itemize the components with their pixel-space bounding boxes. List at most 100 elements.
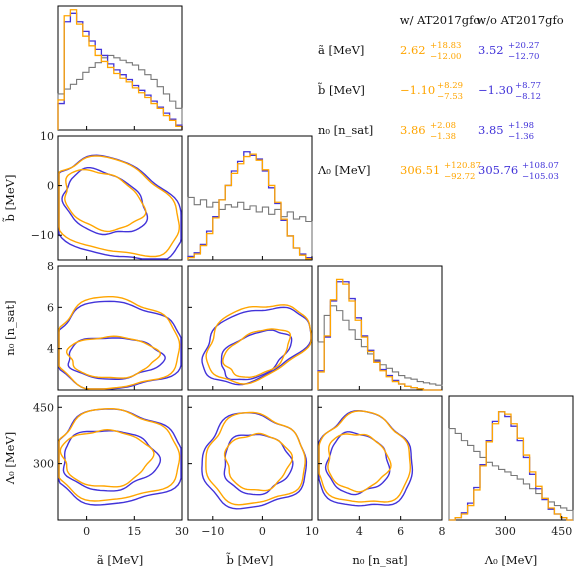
contour-with-a-n0-1 <box>58 296 181 390</box>
contour-with-n0-L0-1 <box>318 410 412 503</box>
ytick-label-3-0: 300 <box>33 458 54 471</box>
table-header-without: w/o AT2017gfo <box>476 13 564 27</box>
table-minus-without-0: −12.70 <box>508 52 539 62</box>
hist-panel-a <box>57 5 183 131</box>
xtick-label-0-0: 0 <box>83 525 90 538</box>
contour-with-b-n0-1 <box>205 304 312 385</box>
contour-frame-a-b <box>57 135 183 261</box>
contour-with-a-L0-0 <box>59 428 155 488</box>
contour-without-n0-L0-0 <box>324 431 391 496</box>
table-minus-with-1: −7.53 <box>437 92 463 102</box>
ylabel-n0: n₀ [n_sat] <box>3 300 17 355</box>
contour-without-n0-L0-1 <box>318 409 414 507</box>
contour-frame-a-n0 <box>57 265 183 391</box>
xtick-label-1-1: 0 <box>259 525 266 538</box>
xlabel-n0: n₀ [n_sat] <box>352 553 407 567</box>
table-median-without-3: 305.76 <box>478 163 518 177</box>
contour-panel-b-n0 <box>187 265 313 391</box>
table-row-label-3: Λ₀ [MeV] <box>317 163 370 177</box>
contour-panel-a-L0 <box>57 395 183 521</box>
xlabel-L0: Λ₀ [MeV] <box>484 553 537 567</box>
table-median-with-3: 306.51 <box>400 163 440 177</box>
contour-with-n0-L0-0 <box>327 433 392 493</box>
xtick-label-1-0: −10 <box>201 525 224 538</box>
ytick-label-1-1: 0 <box>47 180 54 193</box>
table-median-without-0: 3.52 <box>478 43 504 57</box>
hist-prior-n0 <box>317 305 443 390</box>
hist-with-L0 <box>449 411 573 521</box>
hist-prior-b <box>187 196 313 260</box>
xtick-label-0-1: 15 <box>127 525 141 538</box>
table-plus-without-1: +8.77 <box>515 81 541 91</box>
xtick-label-2-0: 4 <box>356 525 363 538</box>
table-plus-with-2: +2.08 <box>430 121 456 131</box>
table-minus-without-1: −8.12 <box>515 92 541 102</box>
ytick-label-2-0: 4 <box>47 343 54 356</box>
contour-with-a-n0-0 <box>65 335 162 379</box>
contour-without-b-n0-0 <box>220 329 293 381</box>
table-row-label-0: ã [MeV] <box>318 43 364 57</box>
table-plus-with-0: +18.83 <box>430 41 461 51</box>
contour-with-b-L0-1 <box>205 411 306 506</box>
ylabel-L0: Λ₀ [MeV] <box>3 432 17 485</box>
xtick-label-0-2: 30 <box>175 525 189 538</box>
table-plus-without-3: +108.07 <box>522 161 559 171</box>
ytick-label-1-2: 10 <box>40 130 54 143</box>
table-median-with-2: 3.86 <box>400 123 426 137</box>
contour-panel-a-b <box>57 135 183 261</box>
contour-without-a-b-0 <box>61 167 149 236</box>
xtick-label-3-0: 300 <box>495 525 516 538</box>
table-median-without-2: 3.85 <box>478 123 504 137</box>
contour-without-b-n0-1 <box>201 306 312 386</box>
xtick-label-2-1: 6 <box>397 525 404 538</box>
table-plus-without-0: +20.27 <box>508 41 539 51</box>
table-row-label-2: n₀ [n_sat] <box>318 123 373 137</box>
xtick-label-2-2: 8 <box>439 525 446 538</box>
table-median-with-0: 2.62 <box>400 43 426 57</box>
ylabel-b: b̃ [MeV] <box>3 175 17 222</box>
contour-with-b-L0-0 <box>223 432 294 492</box>
table-row-label-1: b̃ [MeV] <box>318 83 365 97</box>
xtick-label-3-1: 450 <box>551 525 572 538</box>
xlabel-b: b̃ [MeV] <box>226 553 273 567</box>
table-median-without-1: −1.30 <box>478 83 513 97</box>
ytick-label-1-0: −10 <box>31 229 54 242</box>
hist-with-b <box>187 153 313 260</box>
contour-without-a-L0-0 <box>62 429 162 492</box>
xlabel-a: ã [MeV] <box>97 553 143 567</box>
hist-with-n0 <box>317 278 442 391</box>
hist-frame-a <box>57 5 183 131</box>
table-minus-with-2: −1.38 <box>430 132 456 142</box>
table-minus-without-3: −105.03 <box>522 172 559 182</box>
contour-with-a-b-1 <box>58 155 181 258</box>
hist-panel-b <box>187 135 313 261</box>
contour-panel-n0-L0 <box>317 395 443 521</box>
table-median-with-1: −1.10 <box>400 83 435 97</box>
ytick-label-3-1: 450 <box>33 401 54 414</box>
contour-frame-n0-L0 <box>317 395 443 521</box>
table-minus-with-3: −92.72 <box>444 172 475 182</box>
contour-frame-b-n0 <box>187 265 313 391</box>
table-plus-with-3: +120.87 <box>444 161 481 171</box>
table-minus-without-2: −1.36 <box>508 132 534 142</box>
ytick-label-2-2: 8 <box>47 260 54 273</box>
table-plus-with-1: +8.29 <box>437 81 463 91</box>
table-header-with: w/ AT2017gfo <box>400 13 481 27</box>
hist-panel-L0 <box>448 395 574 521</box>
contour-with-a-L0-1 <box>58 408 181 502</box>
hist-prior-L0 <box>448 428 574 520</box>
contour-panel-a-n0 <box>57 265 183 391</box>
ytick-label-2-1: 6 <box>47 301 54 314</box>
contour-with-a-b-0 <box>64 168 147 233</box>
hist-panel-n0 <box>317 265 443 391</box>
contour-panel-b-L0 <box>187 395 313 521</box>
hist-with-a <box>57 9 183 130</box>
table-plus-without-2: +1.98 <box>508 121 534 131</box>
contour-frame-b-L0 <box>187 395 313 521</box>
contour-with-b-n0-0 <box>222 328 292 379</box>
xtick-label-1-2: 10 <box>305 525 319 538</box>
hist-frame-n0 <box>317 265 443 391</box>
contour-frame-a-L0 <box>57 395 183 521</box>
